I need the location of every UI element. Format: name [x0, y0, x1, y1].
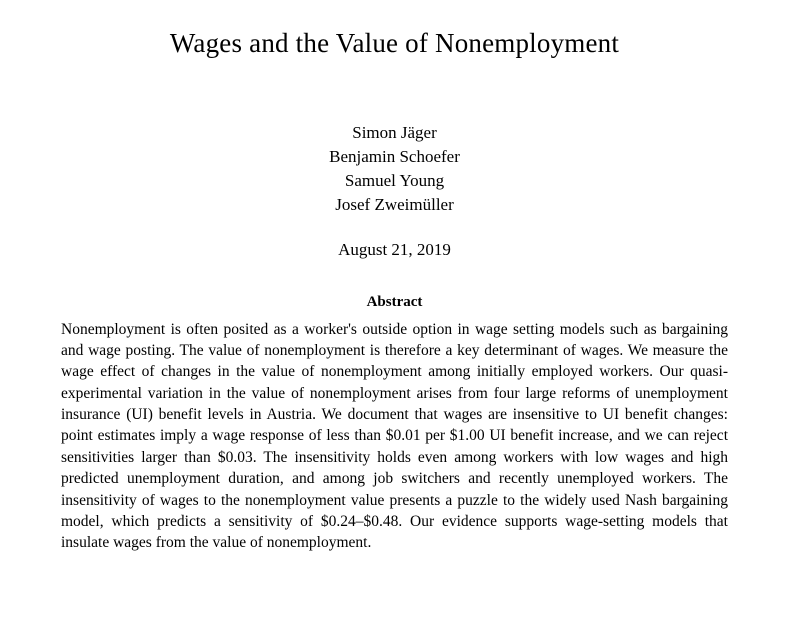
author-name: Samuel Young — [55, 169, 734, 193]
author-list: Simon Jäger Benjamin Schoefer Samuel You… — [55, 121, 734, 218]
paper-title: Wages and the Value of Nonemployment — [55, 28, 734, 59]
abstract-heading: Abstract — [55, 294, 734, 311]
abstract-body: Nonemployment is often posited as a work… — [61, 319, 728, 554]
paper-date: August 21, 2019 — [55, 240, 734, 260]
author-name: Benjamin Schoefer — [55, 145, 734, 169]
author-name: Simon Jäger — [55, 121, 734, 145]
paper-page: Wages and the Value of Nonemployment Sim… — [0, 0, 789, 582]
author-name: Josef Zweimüller — [55, 193, 734, 217]
